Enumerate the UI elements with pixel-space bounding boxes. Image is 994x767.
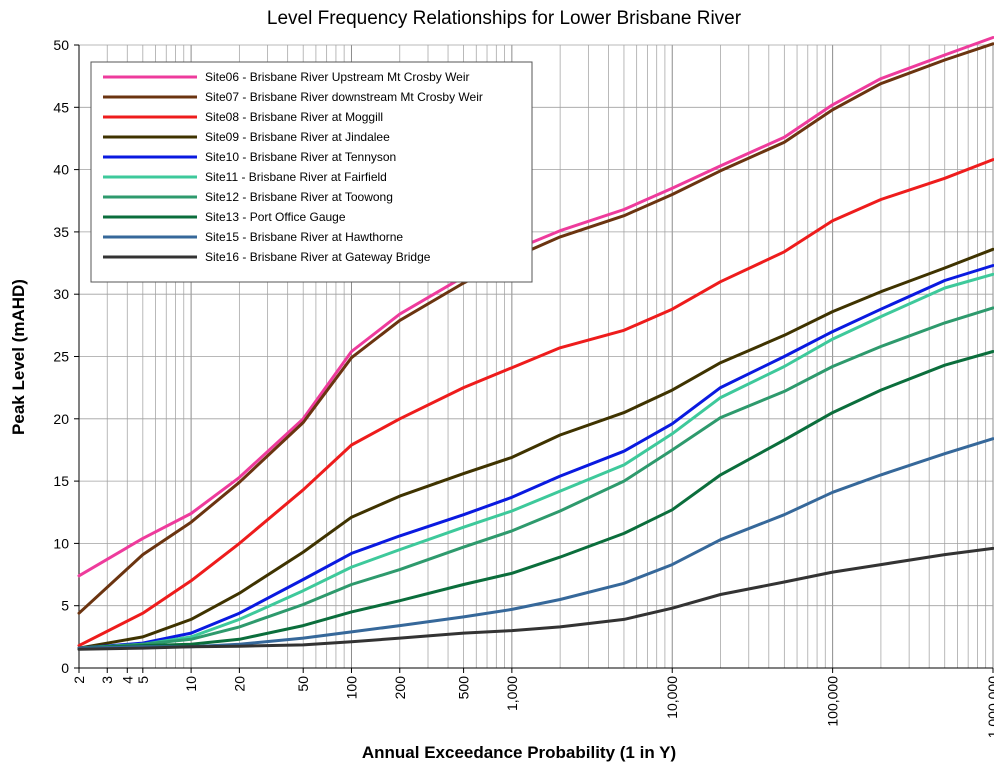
legend-label: Site10 - Brisbane River at Tennyson (205, 150, 396, 164)
series-line (77, 272, 994, 650)
series-lines (77, 36, 994, 651)
x-tick-label: 20 (231, 676, 247, 692)
x-tick-label: 10,000 (664, 676, 680, 719)
legend-label: Site12 - Brisbane River at Toowong (205, 190, 393, 204)
series-line (77, 42, 994, 615)
x-tick-label: 500 (456, 676, 472, 700)
x-tick-label: 10 (183, 676, 199, 692)
y-tick-label: 35 (53, 224, 69, 240)
series-line (77, 350, 994, 650)
x-tick-label: 1,000 (504, 676, 520, 711)
y-tick-label: 25 (53, 349, 69, 365)
series-line (77, 546, 994, 651)
chart-title: Level Frequency Relationships for Lower … (267, 8, 742, 29)
legend-label: Site13 - Port Office Gauge (205, 210, 346, 224)
series-line (77, 247, 994, 650)
series-line (77, 264, 994, 650)
legend-label: Site07 - Brisbane River downstream Mt Cr… (205, 90, 483, 104)
legend: Site06 - Brisbane River Upstream Mt Cros… (90, 61, 533, 283)
y-tick-label: 40 (53, 162, 69, 178)
y-tick-label: 10 (53, 535, 69, 551)
legend-box (90, 61, 533, 283)
y-tick-label: 5 (61, 598, 69, 614)
legend-label: Site09 - Brisbane River at Jindalee (205, 130, 390, 144)
legend-label: Site06 - Brisbane River Upstream Mt Cros… (205, 70, 470, 84)
x-axis-label: Annual Exceedance Probability (1 in Y) (362, 743, 676, 762)
series-line (77, 306, 994, 650)
x-tick-label: 3 (99, 676, 115, 684)
legend-label: Site16 - Brisbane River at Gateway Bridg… (205, 250, 431, 264)
x-tick-label: 4 (119, 676, 135, 684)
legend-label: Site08 - Brisbane River at Moggill (205, 110, 383, 124)
legend-label: Site15 - Brisbane River at Hawthorne (205, 230, 403, 244)
y-axis-label: Peak Level (mAHD) (9, 279, 28, 435)
x-tick-label: 5 (135, 676, 151, 684)
x-tick-label: 100 (343, 676, 359, 700)
y-tick-label: 15 (53, 473, 69, 489)
y-tick-label: 0 (61, 660, 69, 676)
x-tick-label: 200 (392, 676, 408, 700)
legend-label: Site11 - Brisbane River at Fairfield (205, 170, 387, 184)
series-line (77, 158, 994, 648)
x-tick-label: 1,000,000 (985, 676, 994, 738)
y-tick-label: 30 (53, 286, 69, 302)
y-tick-label: 45 (53, 99, 69, 115)
series-line (77, 36, 994, 578)
x-tick-label: 100,000 (825, 676, 841, 727)
x-tick-label: 2 (71, 676, 87, 684)
x-tick-label: 50 (295, 676, 311, 692)
y-tick-label: 20 (53, 411, 69, 427)
series-line (77, 437, 994, 650)
y-tick-label: 50 (53, 37, 69, 53)
